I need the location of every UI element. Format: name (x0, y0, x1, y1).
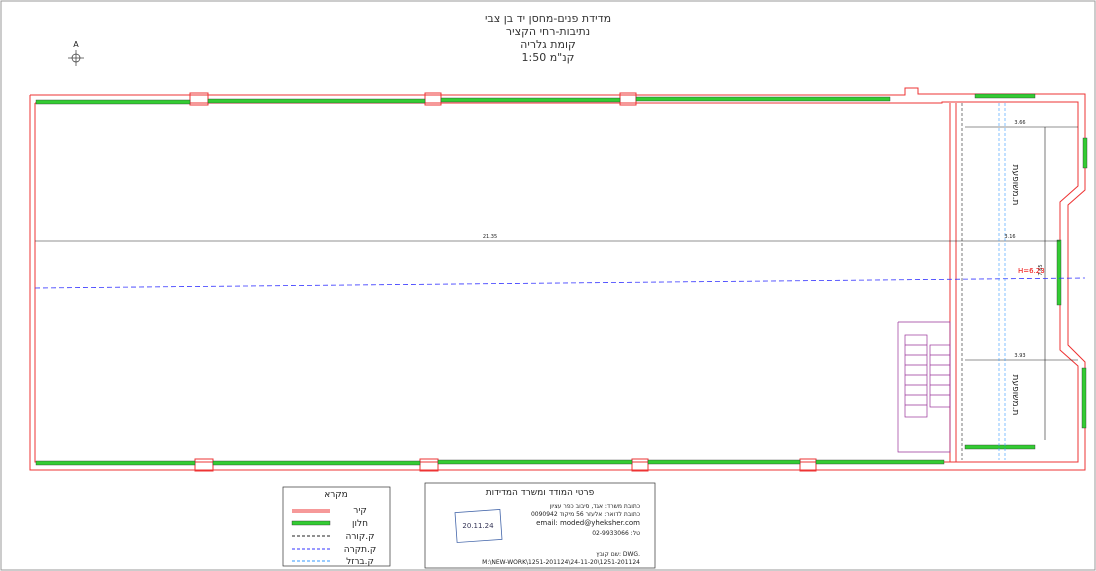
surveyor-title: פרטי המודד ומשרד המדידות (486, 488, 595, 498)
surveyor-line: email: moded@yheksher.com (536, 519, 640, 527)
dimension-label: 3.93 (1014, 353, 1025, 359)
legend: מקרא קיר חלון ק.קורה ק.תקרה ק.ברזל (282, 486, 391, 567)
windows (35, 93, 1088, 466)
dimension-label: 3.16 (1004, 234, 1015, 240)
surveyor-line: שם קובץ: DWG. (596, 551, 640, 558)
legend-item: חלון (352, 519, 368, 529)
legend-item: קיר (353, 506, 366, 516)
legend-item: ק.קורה (345, 532, 374, 542)
surveyor-line: כתובת משרד: אגד, סיבוב כפר עציון (550, 503, 640, 510)
legend-item: ק.תקרה (344, 545, 377, 555)
dimension-label: 7.65 (1038, 264, 1044, 275)
dimension-lines (35, 126, 1078, 440)
surveyor-line: טל: 02-9933066 (592, 530, 640, 537)
title-line: מדידת פנים-מחסן יד בן צבי (485, 12, 611, 25)
surveyor-line: כתובת לדואר: אלעזר 56 מיקוד 0090942 (531, 511, 640, 518)
north-label: A (73, 40, 79, 49)
legend-item: ק.ברזל (346, 557, 374, 567)
stairs (897, 321, 951, 453)
ceiling-line (34, 277, 1086, 289)
title-line: קנ"מ 1:50 (522, 51, 575, 64)
room-label: ת.משופעת (1010, 375, 1020, 416)
surveyor-line: M:\NEW-WORK\1251-201124\24-11-20\1251-20… (482, 559, 640, 566)
height-label: H=6.23 (1018, 267, 1045, 275)
stamp-date: 20.11.24 (462, 522, 494, 530)
room-label: ת.משופעת (1010, 165, 1020, 206)
north-arrow: A (68, 40, 84, 66)
title-line: קומת גלריה (520, 38, 576, 51)
legend-title: מקרא (324, 490, 348, 500)
title-line: נתיבות-רחי הקציר (506, 25, 590, 38)
surveyor-block: פרטי המודד ומשרד המדידות כתובת משרד: אגד… (424, 482, 656, 569)
dimension-label: 21.35 (483, 234, 497, 240)
dimension-label: 3.66 (1014, 120, 1025, 126)
